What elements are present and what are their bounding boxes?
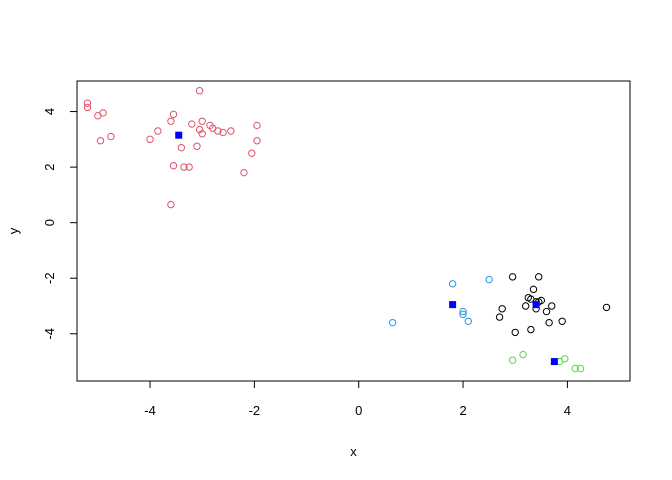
y-tick-label: 0 [42, 219, 57, 226]
center-point [449, 301, 457, 309]
y-tick-label: 4 [42, 108, 57, 115]
data-point [535, 273, 543, 281]
data-point [107, 132, 115, 141]
data-point [388, 318, 397, 327]
data-point [542, 307, 551, 316]
center-point [550, 358, 558, 366]
y-axis-title: y [6, 227, 21, 234]
x-tick-label: -2 [249, 403, 261, 418]
data-point [464, 317, 472, 325]
x-tick-label: 2 [459, 403, 466, 418]
x-tick-label: -4 [144, 403, 156, 418]
data-point [169, 162, 178, 170]
data-point [198, 130, 206, 138]
data-point [448, 280, 457, 288]
data-point [548, 302, 556, 310]
data-point [198, 117, 206, 125]
data-point [527, 325, 535, 334]
data-point [177, 143, 186, 152]
y-tick-label: 2 [42, 163, 57, 170]
data-point [524, 293, 532, 302]
x-tick-label: 4 [564, 403, 571, 418]
data-point [519, 350, 527, 359]
data-point [495, 313, 504, 321]
data-point [248, 149, 256, 157]
data-points [83, 87, 611, 373]
data-point [602, 303, 611, 312]
data-point [195, 87, 204, 95]
data-point [485, 275, 493, 284]
data-point [83, 99, 92, 107]
data-point [214, 127, 222, 135]
data-point [508, 356, 517, 364]
data-point [459, 307, 467, 316]
data-point [558, 317, 566, 325]
data-point [571, 364, 579, 373]
y-axis: -4 -2 0 2 4 [42, 108, 78, 340]
data-point [94, 112, 102, 120]
data-point [219, 128, 227, 137]
data-point [240, 168, 248, 177]
data-point [167, 200, 175, 209]
data-point [188, 120, 196, 128]
data-point [167, 117, 175, 125]
center-point [175, 131, 183, 139]
data-point [521, 302, 530, 310]
data-point [146, 135, 154, 144]
x-axis: -4 -2 0 2 4 [144, 380, 571, 418]
data-point [253, 121, 261, 130]
data-point [529, 285, 538, 294]
data-point [193, 142, 201, 150]
data-point [83, 103, 92, 112]
data-point [169, 110, 178, 119]
data-point [253, 137, 261, 145]
data-point [508, 273, 517, 281]
data-point [537, 296, 546, 305]
data-point [154, 127, 162, 135]
center-point [532, 301, 540, 309]
y-tick-label: -2 [42, 272, 57, 284]
y-tick-label: -4 [42, 328, 57, 340]
data-point [180, 163, 188, 171]
data-point [227, 127, 235, 135]
data-point [498, 305, 506, 313]
data-point [545, 318, 553, 327]
x-axis-title: x [350, 444, 357, 459]
plot-frame [76, 80, 631, 382]
data-point [96, 137, 105, 145]
data-point [185, 163, 193, 171]
x-tick-label: 0 [355, 403, 362, 418]
data-point [459, 310, 467, 319]
data-point [511, 328, 519, 337]
data-point [576, 364, 585, 373]
